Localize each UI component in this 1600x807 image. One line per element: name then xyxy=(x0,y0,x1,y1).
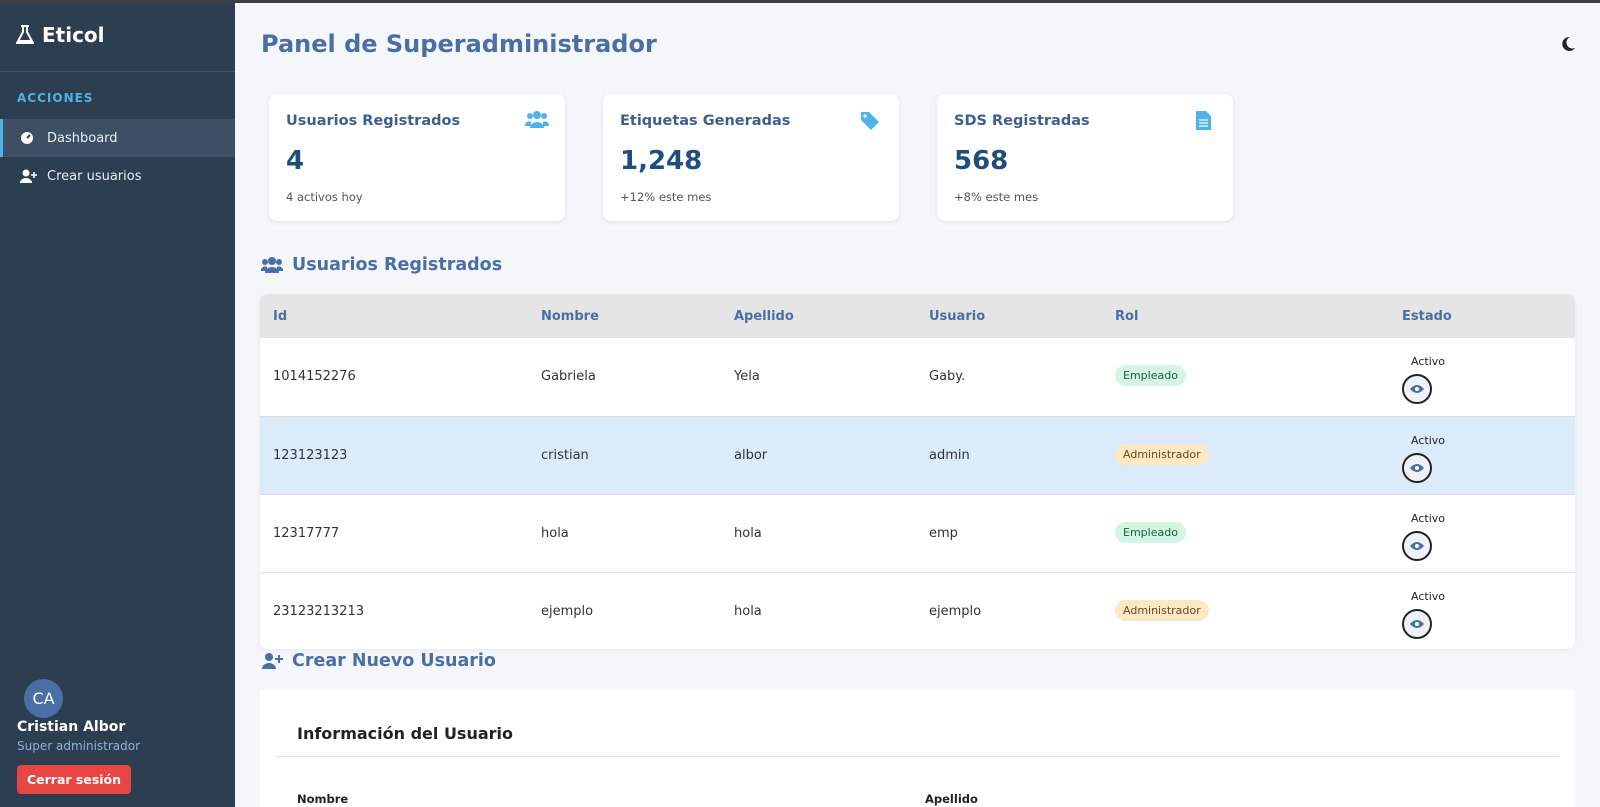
table-cell: Yela xyxy=(734,369,760,384)
table-cell: Gabriela xyxy=(541,369,596,384)
column-header: Estado xyxy=(1402,309,1452,324)
users-table: Id Nombre Apellido Usuario Rol Estado 10141522… xyxy=(260,294,1575,649)
stat-title: SDS Registradas xyxy=(954,113,1090,129)
table-cell: albor xyxy=(734,448,768,463)
nav-icon xyxy=(20,169,37,183)
brand-name: Eticol xyxy=(42,23,105,47)
stat-title: Usuarios Registrados xyxy=(286,113,461,129)
table-cell: emp xyxy=(929,526,958,541)
form-divider xyxy=(276,756,1559,757)
role-badge: Empleado xyxy=(1115,365,1186,386)
form-title: Información del Usuario xyxy=(297,724,514,743)
stat-value: 1,248 xyxy=(620,146,703,176)
flask-icon xyxy=(16,25,34,44)
nav-label: Dashboard xyxy=(47,130,118,146)
eye-icon xyxy=(1410,542,1424,550)
eye-icon xyxy=(1410,385,1424,393)
status-label: Activo xyxy=(1411,434,1445,447)
stat-icon xyxy=(861,112,879,130)
table-cell: hola xyxy=(734,604,762,619)
section-label: ACCIONES xyxy=(17,91,94,105)
table-cell: cristian xyxy=(541,448,589,463)
table-cell: hola xyxy=(541,526,569,541)
sidebar: Eticol ACCIONES CA Cristian Albor Super … xyxy=(0,3,235,807)
table-cell: 12317777 xyxy=(273,526,340,541)
nav-item[interactable]: Dashboard xyxy=(0,119,235,157)
table-row: 12317777 hola hola emp Empleado Activo xyxy=(260,494,1575,572)
stat-note: +12% este mes xyxy=(620,190,712,204)
stat-icon xyxy=(1196,111,1211,130)
stat-note: +8% este mes xyxy=(954,190,1039,204)
status-label: Activo xyxy=(1411,512,1445,525)
table-cell: admin xyxy=(929,448,970,463)
eye-icon xyxy=(1410,620,1424,628)
table-header: Id Nombre Apellido Usuario Rol Estado xyxy=(260,294,1575,338)
theme-toggle[interactable] xyxy=(1560,36,1576,52)
table-row: 23123213213 ejemplo hola ejemplo Administrad… xyxy=(260,572,1575,649)
table-cell: 23123213213 xyxy=(273,604,364,619)
brand: Eticol xyxy=(16,23,105,47)
table-cell: hola xyxy=(734,526,762,541)
section-title-text: Usuarios Registrados xyxy=(292,255,503,275)
users-section-title: Usuarios Registrados xyxy=(261,255,502,275)
table-row: 1014152276 Gabriela Yela Gaby. Empleado Activ… xyxy=(260,338,1575,416)
logout-button[interactable]: Cerrar sesión xyxy=(17,765,131,794)
field-label: Nombre xyxy=(297,792,349,806)
table-cell: 123123123 xyxy=(273,448,348,463)
stat-card: Etiquetas Generadas 1,248 +12% este mes xyxy=(603,94,899,221)
section-title-text: Crear Nuevo Usuario xyxy=(292,651,496,671)
role-badge: Administrador xyxy=(1115,444,1209,465)
page-title: Panel de Superadministrador xyxy=(261,30,657,58)
stat-value: 568 xyxy=(954,146,1009,176)
role-badge: Administrador xyxy=(1115,600,1209,621)
field-label: Apellido xyxy=(925,792,978,806)
view-button[interactable] xyxy=(1402,531,1432,561)
add-user-icon xyxy=(262,653,283,669)
avatar: CA xyxy=(24,679,63,718)
stat-card: SDS Registradas 568 +8% este mes xyxy=(937,94,1233,221)
nav-label: Crear usuarios xyxy=(47,168,142,184)
table-cell: ejemplo xyxy=(929,604,982,619)
column-header: Usuario xyxy=(929,309,986,324)
column-header: Id xyxy=(273,309,288,324)
column-header: Apellido xyxy=(734,309,794,324)
users-icon xyxy=(261,257,283,273)
role-badge: Empleado xyxy=(1115,522,1186,543)
status-label: Activo xyxy=(1411,590,1445,603)
table-row: 123123123 cristian albor admin Administrador… xyxy=(260,416,1575,494)
create-section-title: Crear Nuevo Usuario xyxy=(261,651,496,671)
column-header: Rol xyxy=(1115,309,1139,324)
stat-note: 4 activos hoy xyxy=(286,190,363,204)
nav-icon xyxy=(21,132,33,144)
nav-item[interactable]: Crear usuarios xyxy=(0,157,235,195)
table-cell: ejemplo xyxy=(541,604,594,619)
stat-title: Etiquetas Generadas xyxy=(620,113,791,129)
top-border xyxy=(0,0,1600,3)
view-button[interactable] xyxy=(1402,453,1432,483)
user-role: Super administrador xyxy=(17,739,141,753)
table-cell: 1014152276 xyxy=(273,369,356,384)
status-label: Activo xyxy=(1411,355,1445,368)
stat-icon xyxy=(525,111,549,128)
create-user-form: Información del Usuario Nombre Apellido xyxy=(260,690,1575,807)
column-header: Nombre xyxy=(541,309,599,324)
user-name: Cristian Albor xyxy=(17,719,126,735)
view-button[interactable] xyxy=(1402,374,1432,404)
table-cell: Gaby. xyxy=(929,369,966,384)
view-button[interactable] xyxy=(1402,609,1432,639)
stat-value: 4 xyxy=(286,146,305,176)
eye-icon xyxy=(1410,464,1424,472)
divider xyxy=(0,71,235,72)
stat-card: Usuarios Registrados 4 4 activos hoy xyxy=(269,94,565,221)
